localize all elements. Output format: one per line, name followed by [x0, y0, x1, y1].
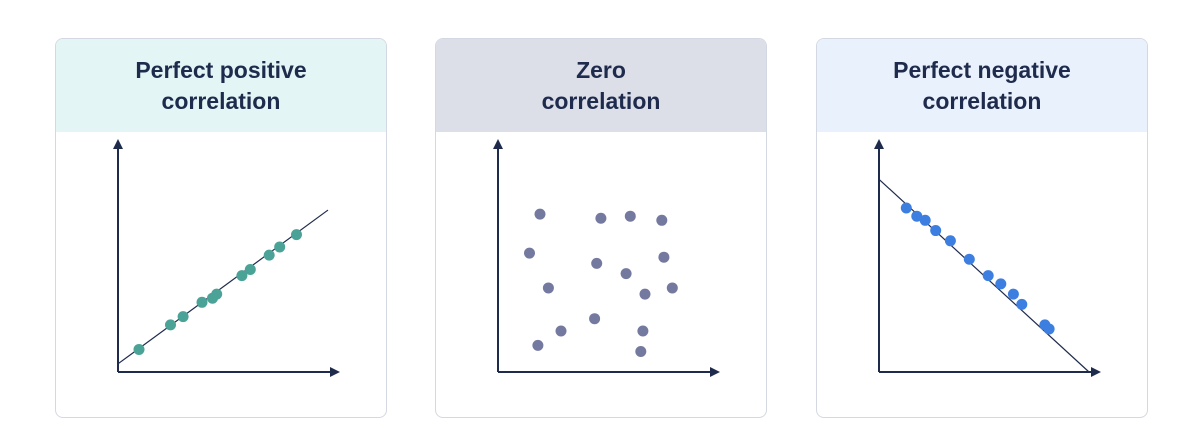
- data-point: [236, 270, 248, 282]
- data-point: [542, 282, 554, 294]
- data-point: [639, 288, 651, 300]
- data-point: [982, 270, 994, 282]
- data-point: [534, 208, 546, 220]
- data-point: [1007, 288, 1019, 300]
- chart-title: Perfect negative correlation: [893, 55, 1071, 117]
- y-axis-arrow: [113, 139, 123, 149]
- x-axis-arrow: [330, 367, 340, 377]
- data-point: [658, 251, 670, 263]
- scatter-plot-positive: [113, 139, 340, 377]
- data-point: [532, 339, 544, 351]
- scatter-plot-zero: [493, 139, 720, 377]
- data-point: [1016, 298, 1028, 310]
- data-point: [620, 268, 632, 280]
- scatter-plot-negative: [874, 139, 1101, 377]
- data-point: [656, 214, 668, 226]
- data-point: [263, 249, 275, 261]
- chart-title-line-2: correlation: [541, 87, 661, 114]
- data-point: [944, 235, 956, 247]
- chart-title-line-1: Perfect negative: [893, 56, 1071, 83]
- data-point: [635, 346, 647, 357]
- data-point: [900, 202, 912, 214]
- data-point: [524, 247, 535, 259]
- data-point: [165, 319, 176, 331]
- chart-title: Zero correlation: [542, 55, 661, 117]
- y-axis-arrow: [493, 139, 503, 149]
- chart-title: Perfect positive correlation: [135, 55, 306, 117]
- card-header: Perfect positive correlation: [56, 39, 386, 132]
- data-point: [589, 313, 601, 325]
- chart-card-zero: Zero correlation: [435, 38, 767, 418]
- data-point: [637, 325, 649, 337]
- data-point: [995, 278, 1007, 290]
- chart-card-negative: Perfect negative correlation: [816, 38, 1148, 418]
- chart-title-line-2: correlation: [161, 87, 281, 114]
- data-point: [177, 311, 189, 323]
- data-point: [211, 288, 223, 300]
- data-point: [133, 343, 145, 355]
- data-point: [624, 210, 636, 222]
- data-point: [930, 225, 942, 237]
- data-point: [555, 325, 567, 337]
- chart-title-line-2: correlation: [922, 87, 1042, 114]
- data-point: [591, 257, 603, 269]
- data-point: [291, 229, 302, 241]
- data-point: [911, 210, 923, 222]
- x-axis-arrow: [710, 367, 720, 377]
- x-axis-arrow: [1091, 367, 1101, 377]
- data-point: [196, 296, 208, 308]
- data-point: [244, 264, 256, 275]
- chart-card-positive: Perfect positive correlation: [55, 38, 387, 418]
- data-point: [963, 253, 975, 265]
- data-point: [274, 241, 286, 253]
- chart-title-line-1: Perfect positive: [135, 56, 307, 83]
- data-point: [919, 214, 931, 226]
- y-axis-arrow: [874, 139, 884, 149]
- data-point: [666, 282, 678, 294]
- data-point: [595, 212, 607, 224]
- data-point: [1043, 323, 1055, 335]
- chart-title-line-1: Zero: [576, 56, 626, 83]
- card-header: Perfect negative correlation: [817, 39, 1147, 132]
- card-header: Zero correlation: [436, 39, 766, 132]
